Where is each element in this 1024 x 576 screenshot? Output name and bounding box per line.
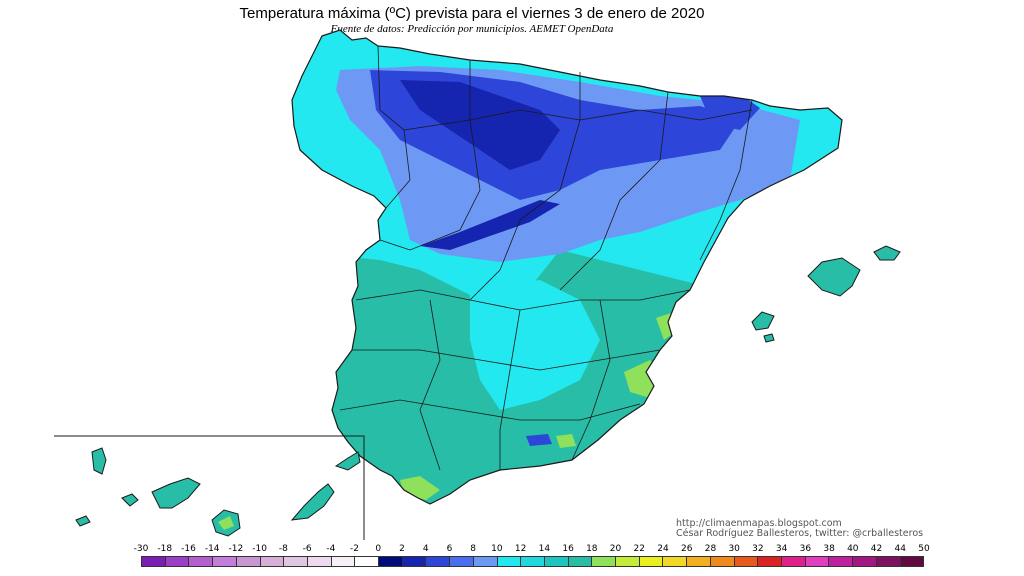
legend-tick-label: -2 <box>350 544 360 554</box>
legend-swatch <box>473 557 498 566</box>
legend-tick-label: 20 <box>609 544 622 554</box>
legend-tick-label: 14 <box>538 544 551 554</box>
legend-tick-label: 30 <box>728 544 740 554</box>
legend-swatch <box>734 557 759 566</box>
legend-swatch <box>213 557 237 566</box>
legend-swatch <box>521 557 545 566</box>
legend-swatch <box>165 557 190 566</box>
legend-tick-label: 44 <box>894 544 906 554</box>
legend-tick-label: 0 <box>375 544 382 554</box>
el-hierro <box>75 515 91 527</box>
legend-swatch <box>331 557 356 566</box>
legend-tick-label: 8 <box>470 544 477 554</box>
legend-tick-label: 36 <box>799 544 812 554</box>
canary-warm-spot <box>218 516 234 530</box>
legend-swatch <box>592 557 617 566</box>
legend-tick-label: 32 <box>752 544 764 554</box>
legend-swatch <box>284 557 308 566</box>
legend-tick-label: 42 <box>870 544 883 554</box>
legend-tick-label: 10 <box>491 544 503 554</box>
legend-swatch <box>260 557 285 566</box>
legend-tick-label: 38 <box>823 544 835 554</box>
legend-swatch <box>450 557 474 566</box>
legend-swatch <box>236 557 261 566</box>
legend-swatch <box>189 557 214 566</box>
fuerteventura <box>290 483 335 521</box>
map-title: Temperatura máxima (ºC) prevista para el… <box>239 5 705 22</box>
peninsula-outline <box>291 29 843 505</box>
legend-tick-label: 4 <box>422 544 429 554</box>
legend-tick-label: -12 <box>228 544 244 554</box>
legend-swatch <box>307 557 332 566</box>
inset-frame <box>54 435 365 540</box>
author-credit: César Rodríguez Ballesteros, twitter: @c… <box>676 528 924 539</box>
legend-tick-label: 6 <box>446 544 453 554</box>
formentera <box>763 333 775 343</box>
legend-swatch <box>781 557 806 566</box>
legend-swatch <box>616 557 640 566</box>
canary-islands-inset <box>54 435 365 540</box>
legend-swatch <box>426 557 451 566</box>
legend-swatch <box>142 557 166 566</box>
legend-tick-label: -30 <box>133 544 149 554</box>
color-scale-legend <box>141 556 924 567</box>
legend-tick-label: -6 <box>302 544 312 554</box>
legend-swatch <box>639 557 664 566</box>
legend-swatch <box>568 557 593 566</box>
zone-cyan-center <box>470 280 600 410</box>
legend-tick-label: 26 <box>680 544 693 554</box>
blog-url: http://climaenmapas.blogspot.com <box>676 518 842 529</box>
mallorca <box>807 257 861 297</box>
zone-coldest <box>400 80 560 170</box>
zone-warm-almeria <box>556 434 576 448</box>
legend-swatch <box>900 557 924 566</box>
legend-swatch <box>829 557 854 566</box>
legend-tick-label: 18 <box>586 544 598 554</box>
ibiza <box>751 311 775 331</box>
legend-swatch <box>544 557 569 566</box>
legend-tick-label: 40 <box>847 544 859 554</box>
zone-coldest-range <box>420 200 560 250</box>
legend-tick-label: -16 <box>181 544 196 554</box>
la-palma <box>91 447 107 475</box>
legend-swatch <box>687 557 711 566</box>
legend-swatch <box>663 557 688 566</box>
iberian-peninsula <box>291 29 843 505</box>
map-credits: http://climaenmapas.blogspot.com César R… <box>676 519 923 539</box>
legend-swatch <box>853 557 877 566</box>
legend-swatch <box>497 557 522 566</box>
zone-coldest-east <box>700 94 760 130</box>
legend-tick-label: -18 <box>157 544 173 554</box>
legend-swatch <box>379 557 403 566</box>
legend-tick-label: 2 <box>399 544 405 554</box>
province-borders <box>339 45 753 471</box>
legend-swatch <box>876 557 901 566</box>
legend-tick-label: 24 <box>657 544 669 554</box>
menorca <box>873 245 901 261</box>
legend-tick-label: 22 <box>633 544 645 554</box>
legend-tick-label: -8 <box>278 544 288 554</box>
legend-tick-label: 12 <box>514 544 527 554</box>
legend-swatch <box>805 557 830 566</box>
la-gomera <box>121 493 139 507</box>
lanzarote <box>334 451 361 471</box>
tenerife <box>151 477 201 509</box>
legend-swatch <box>758 557 782 566</box>
legend-ticks: -30 -18 -16 -14 -12 -10 -8 -6 -4 -2 0 2 4 6 8 10 12 14 16 1… <box>0 544 1024 556</box>
legend-swatch <box>710 557 735 566</box>
legend-tick-label: -4 <box>326 544 336 554</box>
legend-tick-label: 34 <box>775 544 788 554</box>
zone-cold-sierra-nevada <box>526 434 552 446</box>
map-subtitle: Fuente de datos: Predicción por municipi… <box>330 23 614 35</box>
legend-swatch <box>402 557 427 566</box>
legend-tick-label: 28 <box>704 544 717 554</box>
balearic-islands <box>751 245 901 343</box>
legend-tick-label: -14 <box>204 544 220 554</box>
legend-tick-label: -10 <box>252 544 267 554</box>
legend-tick-label: 50 <box>918 544 930 554</box>
legend-swatch <box>355 557 380 566</box>
legend-tick-label: 16 <box>562 544 574 554</box>
